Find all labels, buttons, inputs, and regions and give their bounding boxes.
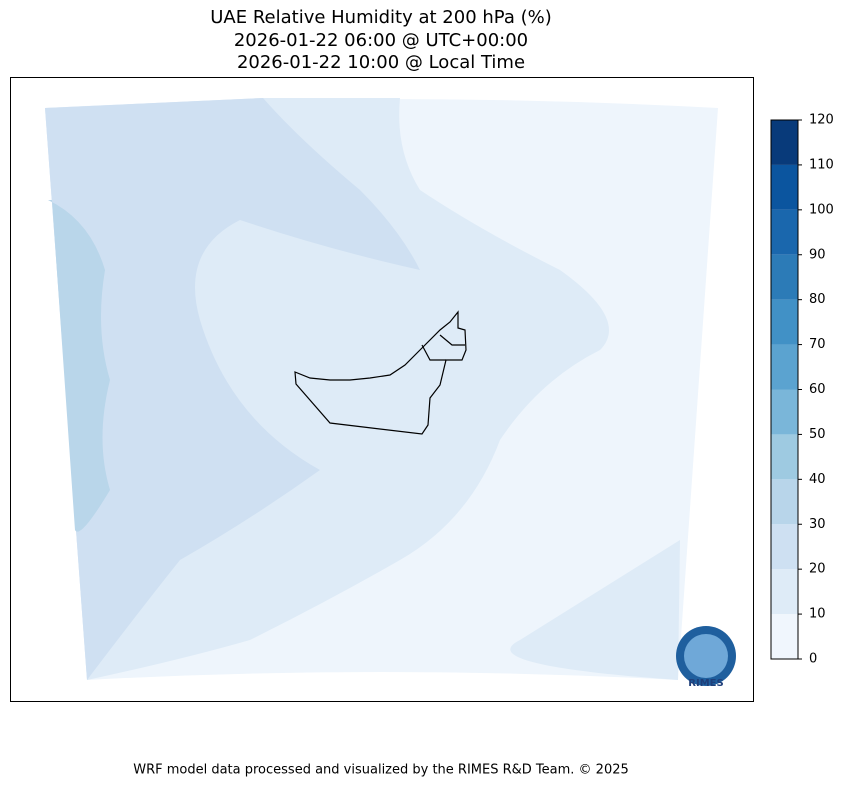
- colorbar-tick-label: 30: [809, 517, 826, 532]
- colorbar-tick-label: 60: [809, 382, 826, 397]
- colorbar-band: [771, 254, 798, 300]
- colorbar-tick-label: 40: [809, 472, 826, 487]
- colorbar-tick-label: 90: [809, 247, 826, 262]
- colorbar-tick-label: 120: [809, 113, 834, 128]
- colorbar-band: [771, 479, 798, 525]
- colorbar-tick-label: 100: [809, 202, 834, 217]
- logo: RIMES: [676, 626, 736, 689]
- colorbar-band: [771, 120, 798, 165]
- colorbar-band: [771, 569, 798, 615]
- colorbar-tick-label: 10: [809, 607, 826, 622]
- colorbar-band: [771, 209, 798, 255]
- field-10-20: [510, 540, 680, 680]
- colorbar-tick-label: 0: [809, 652, 817, 667]
- colorbar: 0 10 20 30 40 50 60 70 80 90 100 110 120: [770, 113, 834, 667]
- title-line: UAE Relative Humidity at 200 hPa (%): [210, 7, 551, 28]
- colorbar-tick-label: 50: [809, 427, 826, 442]
- colorbar-band: [771, 434, 798, 480]
- colorbar-tick-label: 20: [809, 562, 826, 577]
- field-30-40: [48, 200, 110, 532]
- footer: WRF model data processed and visualized …: [133, 763, 629, 778]
- title-line: 2026-01-22 10:00 @ Local Time: [237, 52, 525, 73]
- colorbar-band: [771, 299, 798, 345]
- colorbar-tick-label: 70: [809, 337, 826, 352]
- colorbar-band: [771, 164, 798, 210]
- title-line: 2026-01-22 06:00 @ UTC+00:00: [234, 30, 528, 51]
- colorbar-band: [771, 389, 798, 435]
- colorbar-tick-label: 80: [809, 292, 826, 307]
- colorbar-band: [771, 344, 798, 390]
- colorbar-tick-label: 110: [809, 157, 834, 172]
- logo-text: RIMES: [688, 678, 723, 689]
- colorbar-band: [771, 614, 798, 659]
- field-20-30: [45, 98, 420, 680]
- uae-boundary: [294, 310, 467, 435]
- map: RIMES: [10, 77, 754, 702]
- colorbar-band: [771, 524, 798, 570]
